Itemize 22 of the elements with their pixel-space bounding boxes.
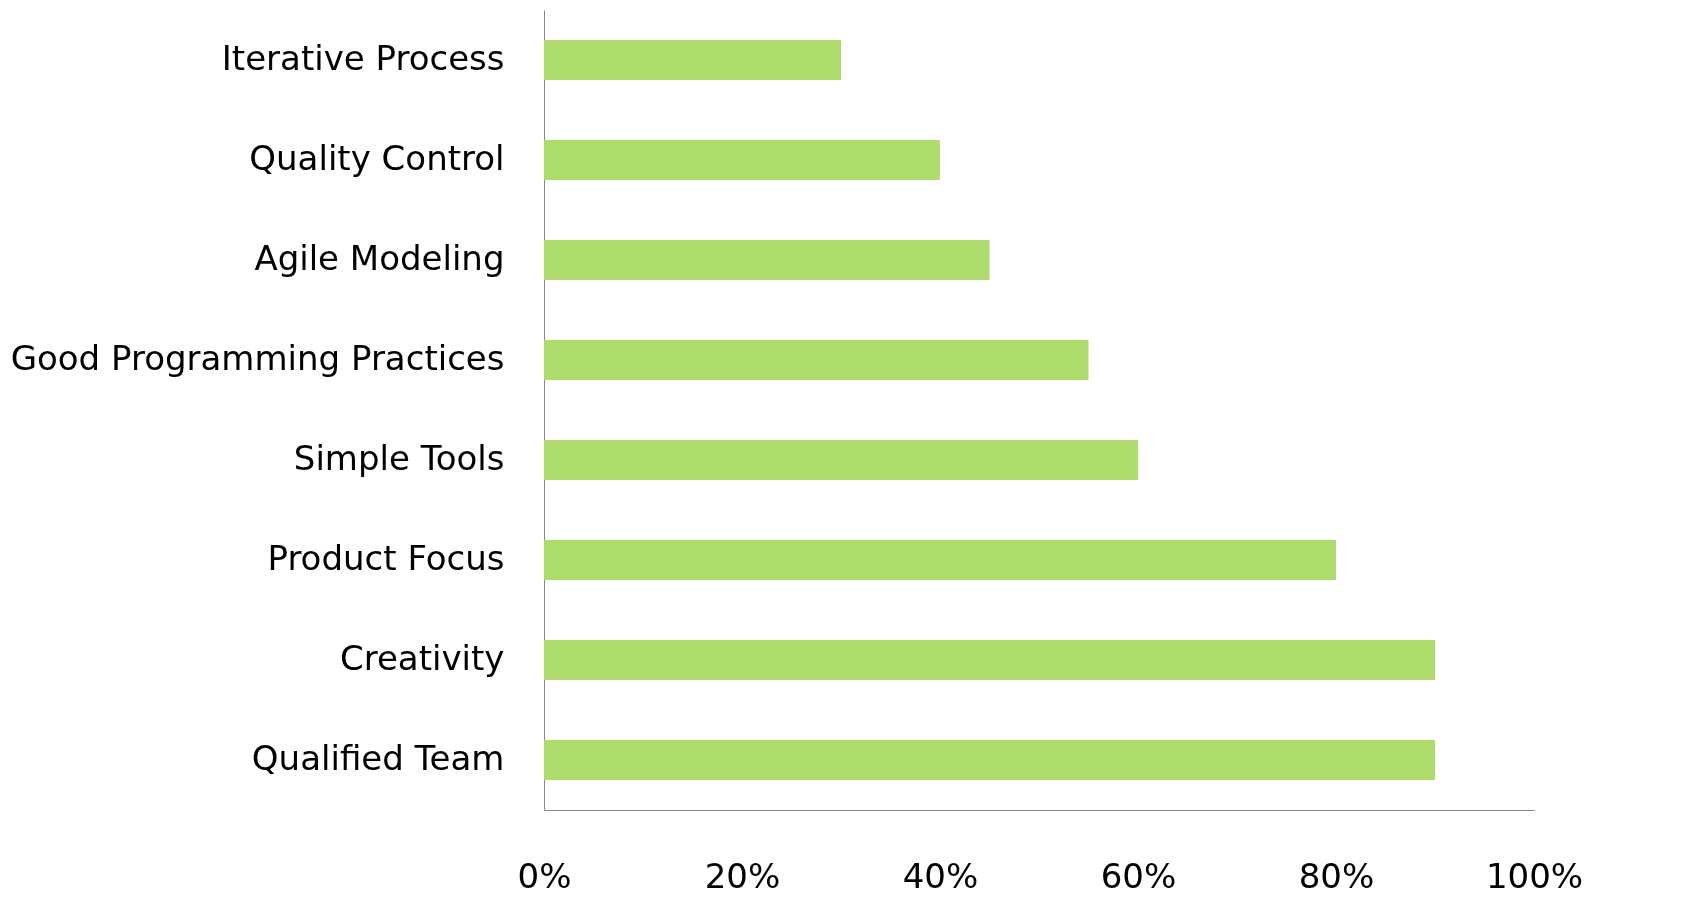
bar [544, 40, 841, 80]
bar [544, 340, 1089, 380]
bar [544, 440, 1138, 480]
y-tick-label: Creativity [339, 638, 505, 678]
y-tick-label: Agile Modeling [254, 238, 505, 278]
y-tick-label: Good Programming Practices [10, 338, 505, 378]
x-tick-label: 100% [1485, 855, 1584, 896]
y-tick-label: Iterative Process [221, 38, 505, 78]
x-tick-label: 40% [902, 855, 979, 896]
x-tick-label: 80% [1298, 855, 1375, 896]
y-tick-label: Quality Control [249, 138, 505, 178]
bar [544, 540, 1336, 580]
bar [544, 740, 1435, 780]
y-tick-label: Qualified Team [251, 738, 505, 778]
bar [544, 640, 1435, 680]
y-tick-label: Product Focus [267, 538, 505, 578]
x-tick-label: 0% [517, 855, 572, 896]
y-tick-label: Simple Tools [293, 438, 505, 478]
x-tick-label: 20% [704, 855, 781, 896]
bar [544, 140, 940, 180]
x-tick-label: 60% [1100, 855, 1177, 896]
bar [544, 240, 990, 280]
